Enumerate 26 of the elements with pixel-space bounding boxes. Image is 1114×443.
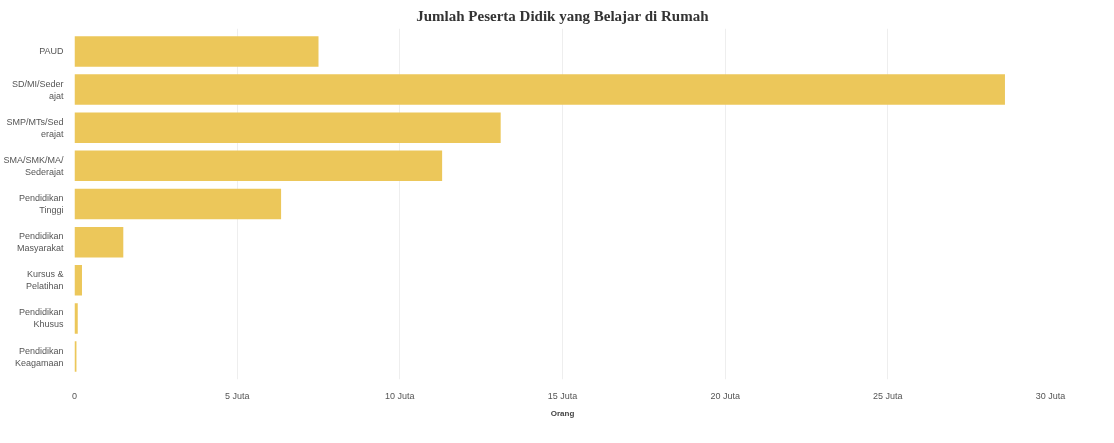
bar (74, 74, 1005, 105)
chart-title: Jumlah Peserta Didik yang Belajar di Rumah (416, 7, 710, 24)
bar (74, 188, 282, 220)
bar (74, 36, 319, 67)
bar (74, 265, 82, 296)
y-tick-label: SMP/MTs/Sederajat (6, 116, 64, 139)
x-tick-label: 15 Juta (547, 390, 578, 401)
bar (74, 226, 124, 258)
x-tick-label: 30 Juta (1035, 390, 1066, 401)
y-tick-label: Pendidikan Tinggi (18, 193, 64, 215)
x-tick-label: 10 Juta (385, 390, 415, 401)
y-tick-label: Pendidikan Khusus (18, 307, 64, 330)
y-tick-label: Pendidikan Keagamaan (14, 345, 64, 368)
bar (74, 303, 78, 334)
x-tick-label: 5 Juta (224, 390, 250, 401)
x-tick-label: 0 (72, 390, 78, 401)
y-tick-label: SD/MI/Sederajat (11, 78, 64, 101)
y-tick-label: PAUD (39, 46, 64, 57)
x-axis-title: Orang (550, 408, 575, 418)
y-tick-label: SMA/SMK/MA/Sederajat (3, 154, 64, 177)
x-tick-label: 25 Juta (873, 390, 903, 401)
bar (74, 150, 443, 182)
y-tick-label: Pendidikan Masyarakat (16, 231, 64, 254)
bar (74, 112, 501, 143)
y-tick-label: Kursus & Pelatihan (25, 269, 64, 292)
x-tick-label: 20 Juta (710, 390, 740, 401)
